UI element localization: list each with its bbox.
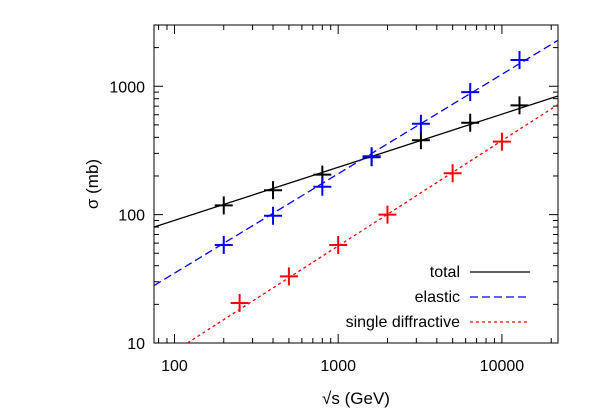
- data-point: [362, 147, 381, 166]
- data-point: [378, 205, 397, 224]
- data-point: [264, 206, 283, 225]
- x-axis-label: √s (GeV): [322, 389, 390, 408]
- series-line-1: [154, 39, 558, 287]
- data-point: [279, 267, 298, 286]
- data-point: [264, 181, 283, 200]
- x-tick-label: 1000: [320, 358, 356, 375]
- data-point: [329, 235, 348, 254]
- data-point: [461, 113, 480, 132]
- data-point: [461, 83, 480, 102]
- x-tick-label: 10000: [480, 358, 525, 375]
- data-point: [492, 132, 511, 151]
- series-line-2: [187, 104, 558, 343]
- data-point: [230, 293, 249, 312]
- legend-label-1: elastic: [415, 289, 460, 306]
- data-point: [411, 114, 430, 133]
- y-tick-label: 1000: [109, 79, 145, 96]
- legend-label-2: single diffractive: [346, 314, 461, 331]
- data-point: [313, 177, 332, 196]
- data-point: [214, 235, 233, 254]
- y-tick-label: 10: [127, 336, 145, 353]
- x-tick-label: 100: [161, 358, 188, 375]
- data-point: [411, 131, 430, 150]
- legend: total elastic single diffractive: [346, 264, 530, 331]
- y-tick-label: 100: [118, 208, 145, 225]
- data-point: [510, 51, 529, 70]
- data-point: [443, 164, 462, 183]
- y-axis-label: σ (mb): [83, 159, 102, 209]
- series-line-0: [154, 95, 558, 228]
- x-tick-labels: 100 1000 10000: [161, 358, 524, 375]
- data-point: [510, 96, 529, 115]
- data-markers: [214, 51, 529, 312]
- data-point: [214, 196, 233, 215]
- legend-label-0: total: [430, 264, 460, 281]
- axis-ticks: [154, 24, 558, 344]
- y-tick-labels: 10 100 1000: [109, 79, 145, 353]
- plot-frame: [153, 24, 559, 344]
